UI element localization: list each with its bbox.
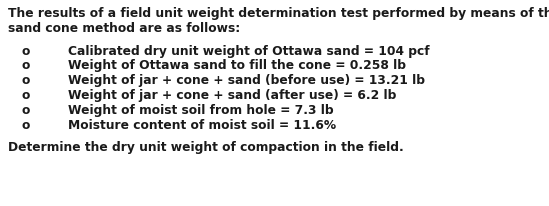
Text: sand cone method are as follows:: sand cone method are as follows: bbox=[8, 22, 240, 35]
Text: o: o bbox=[22, 59, 30, 72]
Text: o: o bbox=[22, 119, 30, 132]
Text: Moisture content of moist soil = 11.6%: Moisture content of moist soil = 11.6% bbox=[68, 119, 336, 132]
Text: Weight of moist soil from hole = 7.3 lb: Weight of moist soil from hole = 7.3 lb bbox=[68, 104, 334, 117]
Text: Determine the dry unit weight of compaction in the field.: Determine the dry unit weight of compact… bbox=[8, 141, 404, 154]
Text: o: o bbox=[22, 45, 30, 58]
Text: The results of a field unit weight determination test performed by means of the: The results of a field unit weight deter… bbox=[8, 7, 549, 20]
Text: Calibrated dry unit weight of Ottawa sand = 104 pcf: Calibrated dry unit weight of Ottawa san… bbox=[68, 45, 430, 58]
Text: o: o bbox=[22, 74, 30, 87]
Text: o: o bbox=[22, 104, 30, 117]
Text: Weight of Ottawa sand to fill the cone = 0.258 lb: Weight of Ottawa sand to fill the cone =… bbox=[68, 59, 406, 72]
Text: Weight of jar + cone + sand (after use) = 6.2 lb: Weight of jar + cone + sand (after use) … bbox=[68, 89, 396, 102]
Text: Weight of jar + cone + sand (before use) = 13.21 lb: Weight of jar + cone + sand (before use)… bbox=[68, 74, 425, 87]
Text: o: o bbox=[22, 89, 30, 102]
